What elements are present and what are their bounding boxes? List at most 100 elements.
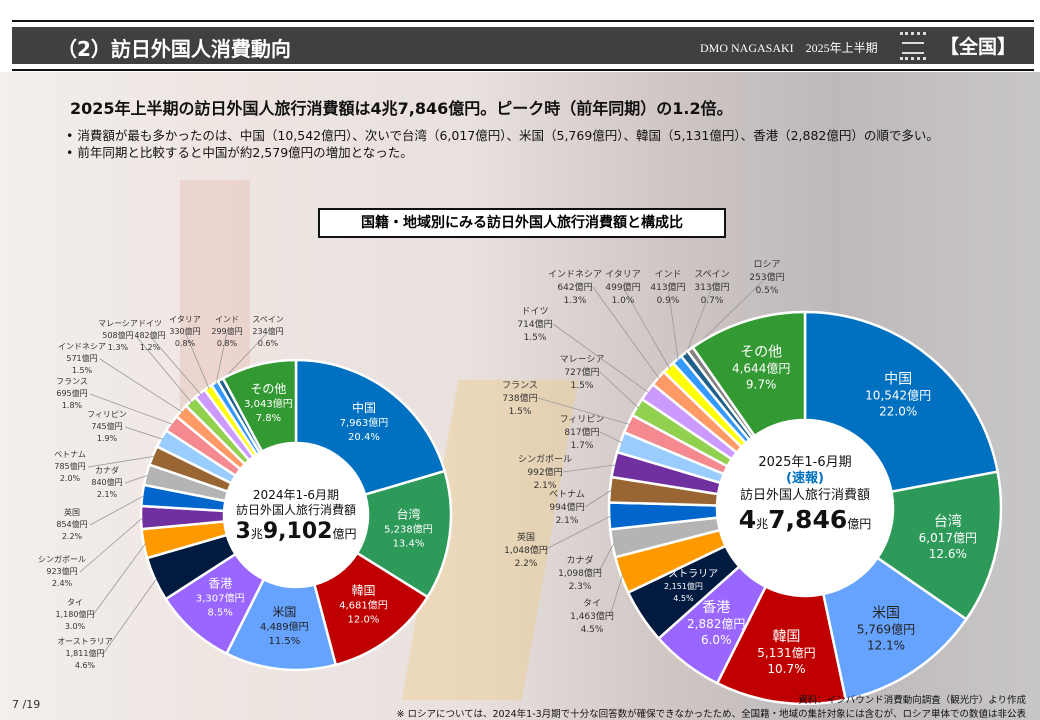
slice-label: 米国 bbox=[272, 605, 296, 619]
value-label: 1,098億円 bbox=[558, 567, 602, 579]
pct-label: 10.7% bbox=[767, 662, 805, 676]
slice-中国 bbox=[294, 358, 447, 497]
pct-label: 1.5% bbox=[571, 381, 594, 391]
slice-label: インドネシア bbox=[548, 269, 602, 280]
slice-その他 bbox=[221, 358, 298, 454]
slice-label: マレーシア bbox=[560, 355, 605, 365]
value-label: 482億円 bbox=[134, 330, 165, 340]
slice-label: ドイツ bbox=[521, 307, 548, 317]
center-period: 2024年1-6月期 bbox=[252, 488, 340, 502]
pct-label: 1.5% bbox=[524, 333, 547, 343]
source-note: 資料：インバウンド消費動向調査（観光庁）より作成 bbox=[798, 695, 1026, 706]
value-label: 253億円 bbox=[749, 271, 784, 283]
pct-label: 9.7% bbox=[746, 378, 777, 392]
leader-line bbox=[92, 543, 146, 616]
leader-line bbox=[599, 431, 623, 444]
center-label-2025: 2025年1-6月期 (速報) 訪日外国人旅行消費額 4兆7,846億円 bbox=[725, 455, 885, 535]
leader-line bbox=[124, 426, 164, 440]
leader-line bbox=[537, 397, 630, 425]
value-label: 330億円 bbox=[169, 326, 200, 336]
pct-label: 2.0% bbox=[60, 474, 81, 483]
value-label: 840億円 bbox=[91, 477, 122, 487]
pct-label: 0.5% bbox=[756, 286, 779, 296]
value-label: 499億円 bbox=[605, 281, 640, 293]
pct-label: 0.6% bbox=[258, 339, 279, 348]
value-label: 571億円 bbox=[66, 353, 97, 363]
pct-label: 1.9% bbox=[97, 434, 118, 443]
value-label: 695億円 bbox=[56, 388, 87, 398]
center-label: 訪日外国人旅行消費額 bbox=[739, 487, 870, 503]
leader-line bbox=[599, 371, 639, 409]
leader-line bbox=[124, 474, 149, 484]
slice-label: ロシア bbox=[753, 260, 780, 270]
leader-line bbox=[99, 358, 183, 413]
slice-その他 bbox=[691, 310, 807, 438]
slice-label: 香港 bbox=[208, 576, 232, 590]
leader-line bbox=[149, 335, 202, 396]
pct-label: 0.8% bbox=[175, 339, 196, 348]
value-label: 6,017億円 bbox=[919, 531, 977, 545]
slice-label: ドイツ bbox=[138, 319, 162, 328]
pct-label: 2.4% bbox=[52, 579, 73, 588]
pct-label: 1.3% bbox=[564, 296, 587, 306]
value-label: 5,769億円 bbox=[857, 622, 915, 636]
pct-label: 12.1% bbox=[867, 638, 905, 652]
scope-label: 【全国】 bbox=[940, 36, 1017, 58]
leader-line bbox=[79, 517, 144, 573]
leader-line bbox=[597, 542, 615, 574]
headline: 2025年上半期の訪日外国人旅行消費額は4兆7,846億円。ピーク時（前年同期）… bbox=[70, 99, 733, 118]
value-label: 3,043億円 bbox=[244, 397, 293, 410]
pct-label: 2.2% bbox=[515, 559, 538, 569]
value-label: 2,882億円 bbox=[687, 617, 745, 631]
value-label: 4,644億円 bbox=[732, 362, 790, 376]
value-label: 923億円 bbox=[46, 566, 77, 576]
value-label: 5,238億円 bbox=[384, 522, 433, 535]
bullet-item: 前年同期と比較すると中国が約2,579億円の増加となった。 bbox=[66, 144, 986, 161]
value-label: 1,463億円 bbox=[570, 610, 614, 622]
leader-line bbox=[543, 515, 612, 551]
value-label: 413億円 bbox=[650, 281, 685, 293]
slice-label: カナダ bbox=[95, 465, 119, 475]
pct-label: 0.9% bbox=[657, 296, 680, 306]
leader-line bbox=[690, 276, 768, 352]
slice-label: イタリア bbox=[605, 269, 641, 280]
donut-hole bbox=[718, 421, 892, 595]
leader-line bbox=[221, 331, 269, 382]
slice-label: タイ bbox=[583, 598, 601, 609]
leader-line bbox=[562, 464, 616, 473]
value-label: 817億円 bbox=[564, 426, 599, 438]
pct-label: 8.5% bbox=[208, 607, 233, 618]
pct-label: 7.8% bbox=[256, 413, 281, 424]
pct-label: 1.2% bbox=[140, 343, 161, 352]
value-label: 1,180億円 bbox=[56, 609, 95, 619]
leader-line bbox=[667, 286, 679, 362]
slice-label: 米国 bbox=[872, 605, 900, 621]
value-label: 745億円 bbox=[91, 421, 122, 431]
pct-label: 2.1% bbox=[556, 516, 579, 526]
page-number: 7 /19 bbox=[12, 698, 41, 711]
value-label: 992億円 bbox=[527, 466, 562, 478]
leader-line bbox=[215, 331, 228, 385]
pct-label: 1.0% bbox=[612, 296, 635, 306]
slice-label: フィリピン bbox=[560, 414, 605, 425]
value-label: 234億円 bbox=[252, 326, 283, 336]
slice-label: ベトナム bbox=[549, 489, 585, 500]
slice-label: オーストラリア bbox=[57, 637, 113, 646]
value-label: 4,681億円 bbox=[339, 598, 388, 611]
slice-label: スペイン bbox=[694, 270, 729, 280]
value-label: 714億円 bbox=[517, 318, 552, 330]
center-label-2024: 2024年1-6月期 訪日外国人旅行消費額 3兆9,102億円 bbox=[226, 488, 366, 546]
value-label: 727億円 bbox=[564, 366, 599, 378]
leader-line bbox=[89, 495, 145, 526]
slice-label: インド bbox=[215, 315, 239, 324]
value-label: 1,048億円 bbox=[504, 544, 548, 556]
leader-line bbox=[622, 286, 671, 370]
value-label: 854億円 bbox=[56, 519, 87, 529]
bullet-item: 消費額が最も多かったのは、中国（10,542億円）、次いで台湾（6,017億円）… bbox=[66, 127, 986, 144]
pct-label: 4.5% bbox=[673, 594, 694, 603]
pct-label: 0.7% bbox=[701, 296, 724, 306]
divider bbox=[12, 20, 1034, 22]
pct-label: 0.8% bbox=[217, 339, 238, 348]
slice-台湾 bbox=[875, 470, 1003, 622]
leader-line bbox=[552, 323, 650, 394]
